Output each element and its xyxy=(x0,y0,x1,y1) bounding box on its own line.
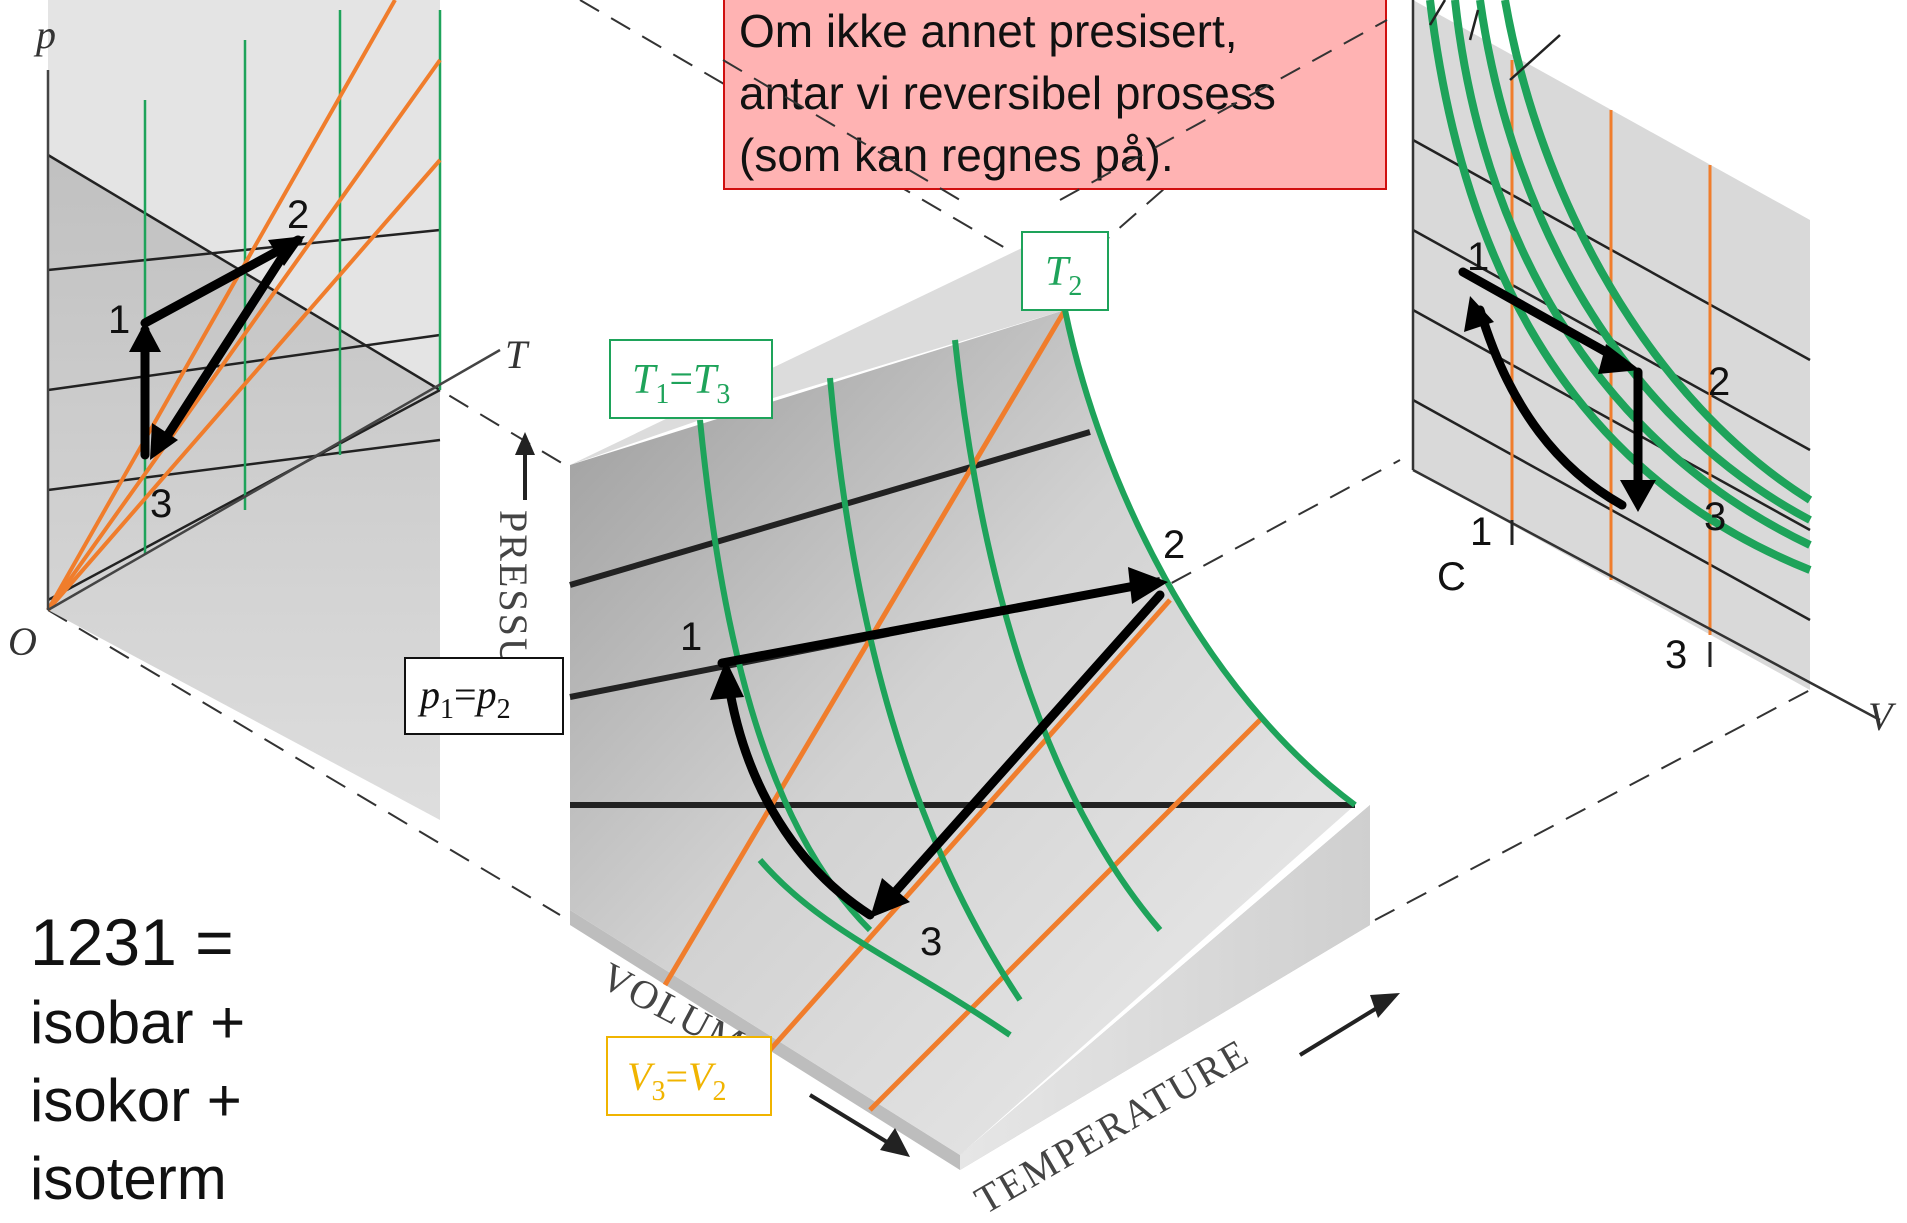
pv-pointer xyxy=(1509,34,1561,81)
tag-v3-v2: V3=V2 xyxy=(606,1036,772,1116)
surface-face xyxy=(570,310,1355,1155)
pv-state-2: 2 xyxy=(1708,360,1730,404)
pv-pointer-2 xyxy=(1428,0,1447,26)
note-line-3: (som kan regnes på). xyxy=(739,129,1174,181)
pv-label-c: C xyxy=(1437,555,1466,599)
v-axis-label: V xyxy=(1868,694,1897,739)
pt-diagram: p T O 1 2 3 xyxy=(8,0,530,820)
note-line-2: antar vi reversibel prosess xyxy=(739,67,1276,119)
pv-pointer-3 xyxy=(1468,9,1480,41)
surface-isochores xyxy=(662,308,1262,1112)
pv-label-c1: 1 xyxy=(1470,510,1492,554)
pv-cycle-arrowheads xyxy=(1464,296,1656,512)
pv-diagram: V 1 2 3 C 1 3 xyxy=(1411,0,1897,739)
tag-t1-t3: T1=T3 xyxy=(609,339,773,419)
pv-state-1: 1 xyxy=(1467,235,1489,279)
pt-cycle-arrowheads xyxy=(129,236,305,460)
pv-cycle xyxy=(1458,267,1643,510)
pv-v-axis xyxy=(1412,468,1881,722)
tag-p1-p2: p1=p2 xyxy=(404,657,564,735)
summary-line-2: isobar + xyxy=(30,989,246,1056)
reversibility-note: Om ikke annet presisert, antar vi revers… xyxy=(723,0,1387,190)
pv-state-3: 3 xyxy=(1704,495,1726,539)
t-axis xyxy=(47,348,501,612)
pt-state-3: 3 xyxy=(150,482,172,526)
origin-label: O xyxy=(8,619,37,664)
p-axis-label: p xyxy=(33,12,56,57)
surface-cycle xyxy=(717,580,1165,920)
svg-text:p1=p2: p1=p2 xyxy=(417,672,511,725)
t-axis-label: T xyxy=(505,332,530,377)
summary-line-3: isokor + xyxy=(30,1067,242,1134)
surface-cycle-arrowheads xyxy=(710,567,1168,918)
surface-side-right xyxy=(960,805,1370,1170)
surface-state-1: 1 xyxy=(680,615,702,659)
cycle-summary: 1231 = isobar + isokor + isoterm xyxy=(30,900,245,1218)
svg-text:T2: T2 xyxy=(1045,249,1082,302)
pt-isotherms xyxy=(143,10,442,555)
svg-text:T1=T3: T1=T3 xyxy=(632,357,730,410)
summary-line-1: 1231 = xyxy=(30,905,234,979)
tag-t2: T2 xyxy=(1021,231,1109,311)
pt-state-1: 1 xyxy=(108,298,130,342)
note-line-1: Om ikke annet presisert, xyxy=(739,5,1238,57)
pt-isochores xyxy=(46,0,442,612)
surface-state-2: 2 xyxy=(1163,523,1185,567)
svg-text:V3=V2: V3=V2 xyxy=(627,1054,726,1107)
summary-line-4: isoterm xyxy=(30,1145,227,1212)
pv-isotherms xyxy=(1426,0,1813,574)
surface-state-3: 3 xyxy=(920,920,942,964)
pt-state-2: 2 xyxy=(287,193,309,237)
pv-label-c3: 3 xyxy=(1665,633,1687,677)
